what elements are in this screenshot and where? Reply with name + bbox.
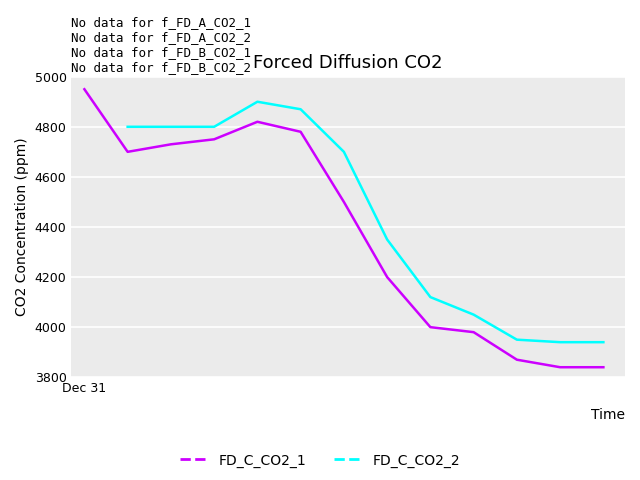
FD_C_CO2_1 — [167, 142, 175, 147]
FD_C_CO2_1 — [426, 324, 434, 330]
FD_C_CO2_2 — [556, 339, 564, 345]
FD_C_CO2_1 — [81, 86, 88, 92]
FD_C_CO2_2 — [340, 149, 348, 155]
Y-axis label: CO2 Concentration (ppm): CO2 Concentration (ppm) — [15, 138, 29, 316]
Legend: FD_C_CO2_1, FD_C_CO2_2: FD_C_CO2_1, FD_C_CO2_2 — [174, 448, 466, 473]
FD_C_CO2_1 — [211, 136, 218, 142]
FD_C_CO2_2 — [167, 124, 175, 130]
FD_C_CO2_1 — [340, 199, 348, 205]
FD_C_CO2_2 — [426, 294, 434, 300]
FD_C_CO2_2 — [253, 99, 261, 105]
FD_C_CO2_2 — [600, 339, 607, 345]
FD_C_CO2_1 — [124, 149, 131, 155]
FD_C_CO2_2 — [383, 237, 391, 242]
FD_C_CO2_1 — [297, 129, 305, 135]
FD_C_CO2_1 — [383, 274, 391, 280]
FD_C_CO2_1 — [513, 357, 521, 362]
Title: Forced Diffusion CO2: Forced Diffusion CO2 — [253, 54, 443, 72]
Line: FD_C_CO2_2: FD_C_CO2_2 — [127, 102, 604, 342]
FD_C_CO2_2 — [470, 312, 477, 317]
FD_C_CO2_2 — [297, 107, 305, 112]
FD_C_CO2_2 — [513, 337, 521, 343]
FD_C_CO2_1 — [556, 364, 564, 370]
Text: Time: Time — [591, 408, 625, 422]
FD_C_CO2_2 — [211, 124, 218, 130]
Line: FD_C_CO2_1: FD_C_CO2_1 — [84, 89, 604, 367]
Text: No data for f_FD_A_CO2_1
No data for f_FD_A_CO2_2
No data for f_FD_B_CO2_1
No da: No data for f_FD_A_CO2_1 No data for f_F… — [72, 16, 252, 74]
FD_C_CO2_1 — [470, 329, 477, 335]
FD_C_CO2_1 — [600, 364, 607, 370]
FD_C_CO2_1 — [253, 119, 261, 125]
FD_C_CO2_2 — [124, 124, 131, 130]
